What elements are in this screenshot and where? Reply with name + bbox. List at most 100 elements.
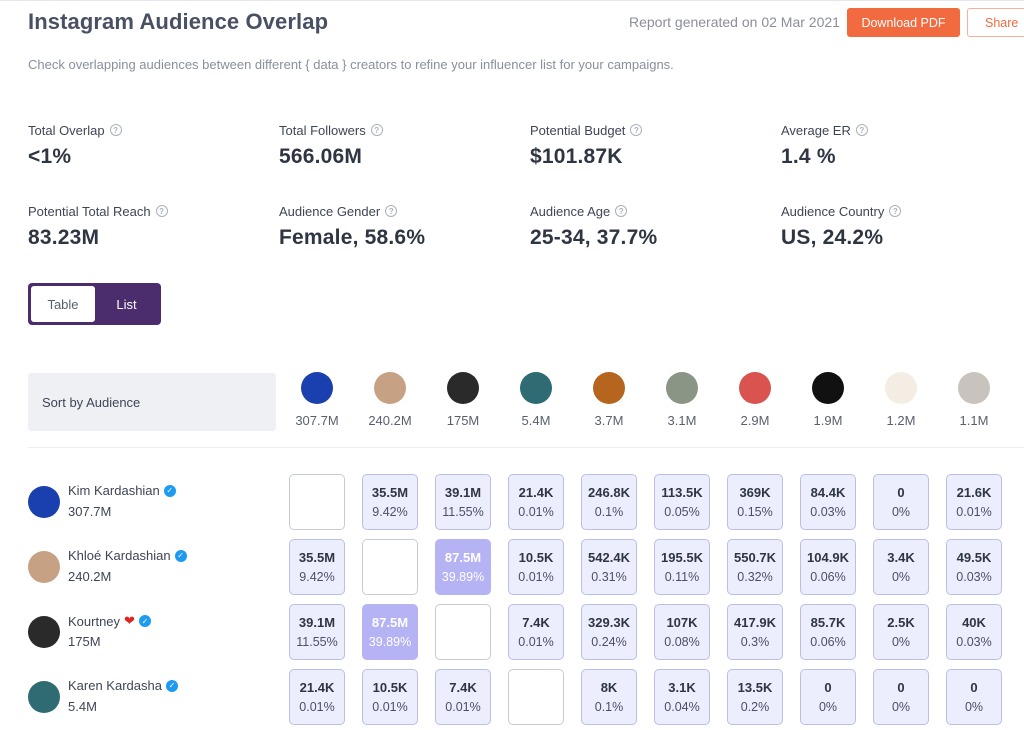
download-pdf-button[interactable]: Download PDF — [847, 8, 960, 37]
overlap-cell-empty[interactable] — [508, 669, 564, 725]
overlap-cell-empty[interactable] — [289, 474, 345, 530]
overlap-percent: 9.42% — [372, 505, 408, 519]
overlap-cell[interactable]: 0 0% — [800, 669, 856, 725]
overlap-cell[interactable]: 13.5K 0.2% — [727, 669, 783, 725]
help-icon[interactable]: ? — [630, 124, 643, 136]
help-icon[interactable]: ? — [385, 205, 398, 217]
overlap-cell[interactable]: 0 0% — [873, 474, 929, 530]
overlap-cell[interactable]: 246.8K 0.1% — [581, 474, 637, 530]
overlap-cell[interactable]: 107K 0.08% — [654, 604, 710, 660]
overlap-cell[interactable]: 10.5K 0.01% — [508, 539, 564, 595]
creator-avatar[interactable] — [28, 486, 60, 518]
column-header[interactable]: 2.9M — [725, 372, 785, 428]
creator-avatar[interactable] — [593, 372, 625, 404]
column-header[interactable]: 240.2M — [360, 372, 420, 428]
overlap-cell[interactable]: 87.5M 39.89% — [362, 604, 418, 660]
creator-name[interactable]: Karen Kardasha — [68, 678, 162, 693]
column-audience: 1.9M — [813, 413, 843, 428]
help-icon[interactable]: ? — [615, 205, 628, 217]
creator-avatar[interactable] — [812, 372, 844, 404]
toggle-list-button[interactable]: List — [116, 296, 137, 312]
help-icon[interactable]: ? — [889, 205, 902, 217]
column-header[interactable]: 3.7M — [579, 372, 639, 428]
overlap-cell[interactable]: 369K 0.15% — [727, 474, 783, 530]
overlap-cell[interactable]: 542.4K 0.31% — [581, 539, 637, 595]
creator-avatar[interactable] — [520, 372, 552, 404]
column-header[interactable]: 1.9M — [798, 372, 858, 428]
row-creator[interactable]: Karen Kardasha ✓ 5.4M — [28, 677, 278, 717]
overlap-cell[interactable]: 0 0% — [873, 669, 929, 725]
column-header[interactable]: 3.1M — [652, 372, 712, 428]
overlap-percent: 0.1% — [594, 505, 624, 519]
help-icon[interactable]: ? — [109, 124, 122, 136]
overlap-percent: 0% — [891, 635, 911, 649]
sort-by-audience-button[interactable]: Sort by Audience — [28, 373, 276, 431]
creator-avatar[interactable] — [666, 372, 698, 404]
column-audience: 240.2M — [368, 413, 412, 428]
overlap-cell[interactable]: 84.4K 0.03% — [800, 474, 856, 530]
help-icon[interactable]: ? — [370, 124, 383, 136]
overlap-cell[interactable]: 21.6K 0.01% — [946, 474, 1002, 530]
creator-name[interactable]: Khloé Kardashian — [68, 548, 171, 563]
help-icon[interactable]: ? — [155, 205, 168, 217]
top-divider — [0, 0, 1024, 1]
overlap-percent: 0.1% — [594, 700, 624, 714]
overlap-cell[interactable]: 85.7K 0.06% — [800, 604, 856, 660]
overlap-cell[interactable]: 417.9K 0.3% — [727, 604, 783, 660]
stat-audience-country: Audience Country? US, 24.2% — [781, 203, 1021, 250]
overlap-cell-empty[interactable] — [435, 604, 491, 660]
overlap-percent: 0.24% — [591, 635, 627, 649]
creator-avatar[interactable] — [739, 372, 771, 404]
overlap-cell[interactable]: 550.7K 0.32% — [727, 539, 783, 595]
creator-avatar[interactable] — [447, 372, 479, 404]
overlap-cell[interactable]: 35.5M 9.42% — [362, 474, 418, 530]
overlap-cell[interactable]: 87.5M 39.89% — [435, 539, 491, 595]
overlap-cell[interactable]: 195.5K 0.11% — [654, 539, 710, 595]
overlap-cell-empty[interactable] — [362, 539, 418, 595]
column-header[interactable]: 175M — [433, 372, 493, 428]
column-header[interactable]: 307.7M — [287, 372, 347, 428]
overlap-cell[interactable]: 329.3K 0.24% — [581, 604, 637, 660]
row-creator[interactable]: Kourtney ❤ ✓ 175M — [28, 612, 278, 652]
overlap-value: 3.1K — [668, 680, 696, 695]
creator-avatar[interactable] — [301, 372, 333, 404]
overlap-cell[interactable]: 21.4K 0.01% — [508, 474, 564, 530]
row-creator[interactable]: Khloé Kardashian ✓ 240.2M — [28, 547, 278, 587]
overlap-cell[interactable]: 104.9K 0.06% — [800, 539, 856, 595]
creator-avatar[interactable] — [28, 681, 60, 713]
overlap-cell[interactable]: 3.4K 0% — [873, 539, 929, 595]
column-audience: 3.7M — [594, 413, 624, 428]
overlap-cell[interactable]: 8K 0.1% — [581, 669, 637, 725]
overlap-cell[interactable]: 7.4K 0.01% — [435, 669, 491, 725]
creator-name[interactable]: Kim Kardashian — [68, 483, 160, 498]
overlap-cell[interactable]: 10.5K 0.01% — [362, 669, 418, 725]
overlap-cell[interactable]: 113.5K 0.05% — [654, 474, 710, 530]
help-icon[interactable]: ? — [855, 124, 868, 136]
row-creator[interactable]: Kim Kardashian ✓ 307.7M — [28, 482, 278, 522]
overlap-cell[interactable]: 40K 0.03% — [946, 604, 1002, 660]
overlap-cell[interactable]: 2.5K 0% — [873, 604, 929, 660]
creator-avatar[interactable] — [374, 372, 406, 404]
creator-avatar[interactable] — [885, 372, 917, 404]
stat-value: Female, 58.6% — [279, 226, 426, 249]
creator-avatar[interactable] — [958, 372, 990, 404]
overlap-cell[interactable]: 7.4K 0.01% — [508, 604, 564, 660]
creator-avatar[interactable] — [28, 551, 60, 583]
overlap-cell[interactable]: 35.5M 9.42% — [289, 539, 345, 595]
toggle-table-button[interactable]: Table — [31, 286, 95, 322]
overlap-cell[interactable]: 49.5K 0.03% — [946, 539, 1002, 595]
column-header[interactable]: 1.2M — [871, 372, 931, 428]
creator-avatar[interactable] — [28, 616, 60, 648]
overlap-cell[interactable]: 3.1K 0.04% — [654, 669, 710, 725]
overlap-cell[interactable]: 0 0% — [946, 669, 1002, 725]
overlap-value: 35.5M — [371, 485, 409, 500]
creator-name[interactable]: Kourtney — [68, 613, 121, 629]
overlap-cell[interactable]: 21.4K 0.01% — [289, 669, 345, 725]
overlap-cell[interactable]: 39.1M 11.55% — [289, 604, 345, 660]
column-header[interactable]: 1.1M — [944, 372, 1004, 428]
column-header[interactable]: 5.4M — [506, 372, 566, 428]
overlap-cell[interactable]: 39.1M 11.55% — [435, 474, 491, 530]
share-button[interactable]: Share — [967, 8, 1024, 37]
overlap-value: 542.4K — [588, 550, 630, 565]
overlap-percent: 0.11% — [664, 570, 700, 584]
